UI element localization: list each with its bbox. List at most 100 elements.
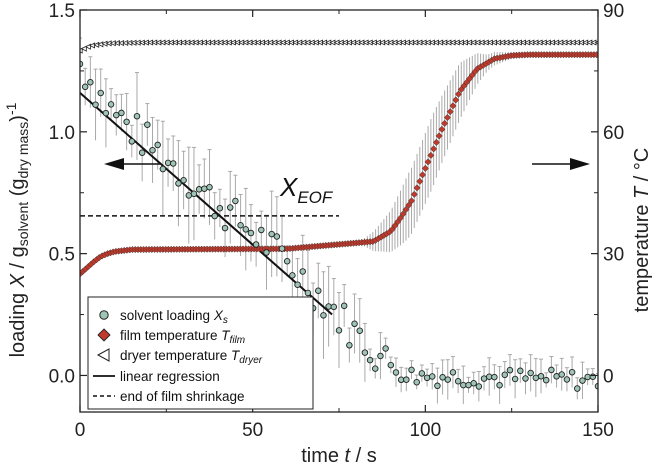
axis-tick-labels: 0 50 100 150 0.0 0.5 1.0 1.5 0 30 60 90 — [49, 1, 625, 441]
solvent-loading-point — [221, 224, 229, 232]
solvent-loading-point — [563, 376, 571, 383]
solvent-loading-point — [506, 366, 514, 374]
solvent-loading-point — [408, 366, 415, 374]
solvent-loading-point — [382, 345, 389, 352]
solvent-loading-point — [107, 101, 115, 108]
solvent-loading-point — [92, 101, 99, 108]
solvent-loading-point — [320, 312, 327, 319]
film-temperature-point — [407, 197, 416, 205]
right-y-tick-label: 60 — [603, 123, 624, 144]
solvent-loading-point — [283, 258, 291, 265]
left-y-axis-label: loading X / gsolvent (gdry mass)-1 — [3, 102, 31, 357]
film-temperature-point — [419, 171, 427, 179]
solvent-loading-point — [517, 367, 524, 375]
left-y-label-mid2: (g — [7, 179, 29, 202]
solvent-loading-point — [340, 302, 348, 310]
solvent-loading-point — [226, 204, 234, 211]
solvent-loading-point — [527, 369, 534, 377]
solvent-loading-point — [138, 149, 146, 156]
left-y-tick-label: 1.0 — [49, 123, 75, 144]
solvent-loading-point — [413, 378, 420, 386]
solvent-loading-point — [366, 356, 374, 364]
left-y-tick-label: 1.5 — [49, 1, 75, 22]
film-temperature-point — [446, 108, 454, 116]
legend-1-pre: film temperature — [120, 328, 221, 343]
legend-item-dryer-temperature: dryer temperature Tdryer — [96, 348, 263, 366]
solvent-loading-point — [558, 371, 565, 378]
right-y-label-pre: temperature — [631, 199, 653, 312]
legend-item-film-temperature: film temperature Tfilm — [97, 328, 245, 346]
eof-annotation-sub: EOF — [297, 188, 334, 207]
linear-regression-line — [79, 92, 333, 316]
dryer-temperature-series — [80, 39, 598, 54]
solvent-loading-point — [102, 109, 110, 117]
solvent-loading-point — [190, 190, 198, 198]
film-temperature-point — [427, 151, 435, 159]
solvent-loading-point — [542, 376, 550, 384]
solvent-loading-point — [356, 327, 363, 334]
solvent-loading-point — [159, 165, 167, 173]
solvent-loading-point — [594, 382, 598, 390]
x-tick-label: 150 — [582, 420, 614, 441]
film-temperature-point — [432, 138, 440, 146]
film-temperature-point — [435, 132, 443, 140]
solvent-loading-point — [403, 376, 410, 383]
solvent-loading-point — [169, 160, 177, 167]
solvent-loading-point — [579, 377, 586, 384]
film-temperature-point — [416, 177, 424, 185]
film-temperature-point — [452, 96, 460, 104]
solvent-loading-point — [299, 268, 306, 275]
solvent-loading-point — [475, 383, 483, 390]
legend-diamond-marker — [97, 328, 111, 342]
legend-0-pre: solvent loading — [120, 308, 214, 323]
solvent-loading-point — [294, 281, 301, 288]
legend-label-solvent-loading: solvent loading Xs — [120, 308, 228, 326]
left-y-label-sub2: dry mass — [15, 122, 31, 179]
solvent-loading-point — [80, 60, 84, 68]
solvent-loading-point — [81, 83, 89, 91]
legend-circle-marker — [99, 310, 109, 320]
legend-2-var: T — [231, 348, 241, 363]
solvent-loading-point — [439, 374, 446, 381]
film-temperature-point — [430, 145, 438, 153]
film-temperature-point — [396, 214, 405, 222]
right-y-tick-label: 0 — [603, 366, 614, 387]
solvent-loading-point — [511, 375, 519, 383]
solvent-loading-point — [206, 183, 213, 191]
film-temperature-point — [399, 210, 407, 218]
left-y-label-post: ) — [7, 115, 29, 122]
solvent-loading-point — [361, 349, 369, 356]
solvent-loading-point — [423, 374, 431, 382]
solvent-loading-point — [522, 375, 529, 382]
solvent-loading-point — [428, 373, 436, 380]
solvent-loading-point — [346, 342, 353, 349]
film-temperature-point — [443, 113, 451, 122]
solvent-loading-point — [123, 118, 130, 126]
solvent-loading-point — [444, 376, 452, 383]
solvent-loading-point — [449, 369, 457, 376]
solvent-loading-point — [330, 303, 338, 311]
film-temperature-point — [421, 164, 429, 172]
solvent-loading-point — [268, 230, 275, 238]
legend-2-pre: dryer temperature — [120, 348, 231, 363]
solvent-loading-point — [128, 138, 136, 145]
solvent-loading-point — [501, 371, 509, 379]
solvent-loading-point — [232, 197, 239, 205]
solvent-loading-point — [252, 241, 260, 248]
left-y-label-var: X — [7, 273, 29, 288]
solvent-loading-point — [149, 146, 156, 154]
left-y-tick-label: 0.0 — [49, 366, 75, 387]
film-temperature-point — [413, 184, 421, 192]
solvent-loading-point — [180, 176, 187, 184]
right-y-label-post: / °C — [631, 148, 653, 187]
film-temperature-point — [405, 201, 413, 209]
solvent-loading-point — [216, 204, 224, 212]
right-y-tick-label: 30 — [603, 245, 624, 266]
solvent-loading-point — [304, 289, 312, 297]
legend-item-end-of-film-shrinkage: end of film shrinkage — [93, 389, 245, 404]
solvent-loading-point — [263, 249, 270, 256]
solvent-loading-point — [537, 372, 545, 380]
solvent-loading-point — [574, 385, 581, 392]
solvent-loading-point — [87, 79, 94, 86]
